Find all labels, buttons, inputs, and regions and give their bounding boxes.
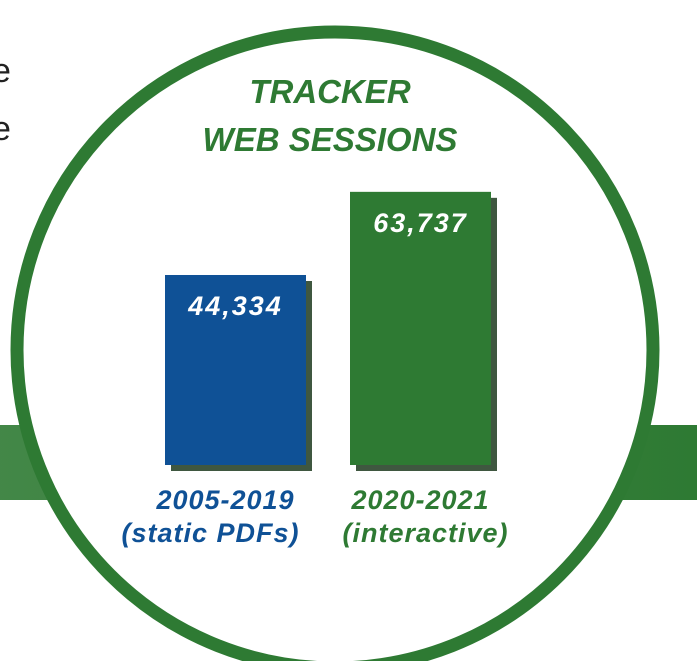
value-label: 63,737 <box>373 208 468 238</box>
backdrop-text: e <box>0 110 11 148</box>
backdrop-text: e <box>0 52 11 90</box>
category-label: 2005-2019 <box>155 485 294 515</box>
bar <box>350 191 491 465</box>
value-label: 44,334 <box>187 291 283 321</box>
category-sublabel: (interactive) <box>342 518 508 548</box>
category-label: 2020-2021 <box>350 485 489 515</box>
circle-frame <box>10 25 660 666</box>
chart-title: WEB SESSIONS <box>203 121 458 158</box>
bar <box>165 274 306 465</box>
category-sublabel: (static PDFs) <box>121 518 299 548</box>
chart-title: TRACKER <box>249 73 410 110</box>
